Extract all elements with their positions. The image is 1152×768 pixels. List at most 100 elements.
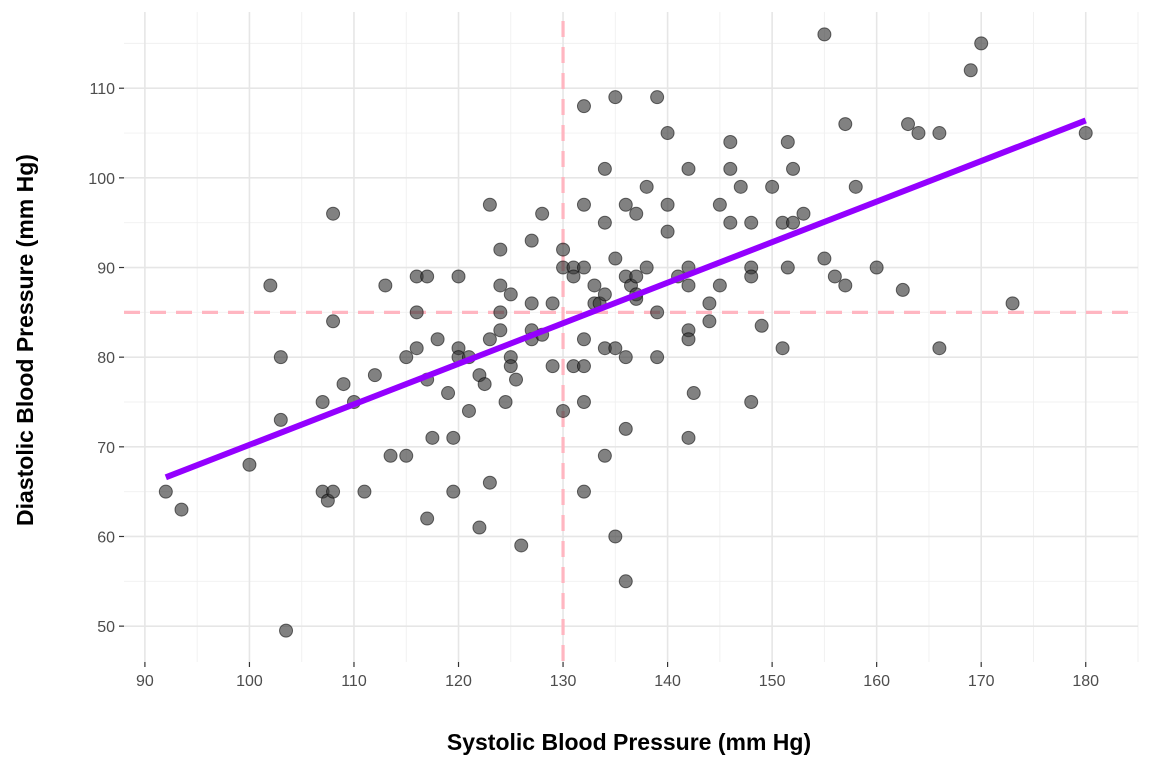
data-point (493, 323, 508, 338)
data-point (576, 99, 591, 114)
data-point (796, 206, 811, 221)
data-point (482, 475, 497, 490)
data-point (482, 332, 497, 347)
minor-gridlines (124, 12, 1139, 662)
data-point (932, 126, 947, 141)
data-points (158, 27, 1093, 638)
data-point (618, 421, 633, 436)
data-point (409, 341, 424, 356)
data-point (482, 197, 497, 212)
x-tick-label: 120 (445, 673, 472, 690)
data-point (702, 296, 717, 311)
data-point (451, 269, 466, 284)
data-point (702, 314, 717, 329)
data-point (629, 206, 644, 221)
data-point (524, 233, 539, 248)
data-point (576, 197, 591, 212)
data-point (608, 341, 623, 356)
data-point (430, 332, 445, 347)
data-point (597, 215, 612, 230)
data-point (838, 278, 853, 293)
y-tick-label: 60 (97, 529, 115, 546)
data-point (461, 403, 476, 418)
data-point (660, 197, 675, 212)
data-point (514, 538, 529, 553)
data-point (775, 341, 790, 356)
data-point (576, 359, 591, 374)
data-point (608, 529, 623, 544)
data-point (780, 260, 795, 275)
data-point (608, 90, 623, 105)
data-point (618, 574, 633, 589)
data-point (493, 242, 508, 257)
data-point (827, 269, 842, 284)
data-point (498, 395, 513, 409)
data-point (509, 372, 524, 387)
data-point (420, 511, 435, 526)
axis-ticks: 90 100 110 120 130 140 150 160 170 180 50 60 70 80 90 1… (88, 81, 1099, 690)
data-point (326, 484, 341, 499)
data-point (566, 269, 581, 284)
data-point (242, 457, 257, 472)
data-point (556, 403, 571, 418)
data-point (723, 135, 738, 149)
data-point (273, 350, 288, 365)
data-point (754, 318, 769, 333)
data-point (556, 242, 571, 257)
data-point (660, 224, 675, 239)
x-axis-title: Systolic Blood Pressure (mm Hg) (447, 729, 811, 755)
data-point (357, 484, 372, 499)
data-point (660, 126, 675, 141)
data-point (712, 197, 727, 212)
x-tick-label: 110 (341, 673, 367, 690)
data-point (618, 197, 633, 212)
data-point (378, 278, 393, 293)
y-tick-label: 110 (89, 81, 115, 98)
data-point (786, 215, 801, 230)
data-point (639, 260, 654, 275)
data-point (869, 260, 884, 275)
data-point (409, 305, 424, 320)
data-point (597, 448, 612, 463)
data-point (817, 251, 832, 266)
data-point (472, 520, 487, 535)
data-point (650, 90, 665, 105)
y-axis-title: Diastolic Blood Pressure (mm Hg) (12, 154, 38, 526)
data-point (618, 350, 633, 365)
x-tick-label: 90 (136, 673, 154, 690)
data-point (597, 287, 612, 302)
data-point (838, 117, 853, 132)
reference-lines (124, 20, 1138, 662)
data-point (545, 296, 560, 311)
data-point (681, 161, 696, 176)
data-point (383, 448, 398, 463)
data-point (901, 117, 916, 132)
data-point (681, 430, 696, 445)
data-point (493, 278, 508, 293)
data-point (263, 278, 278, 293)
data-point (744, 269, 759, 284)
data-point (629, 269, 644, 284)
data-point (848, 179, 863, 194)
data-point (326, 314, 341, 329)
x-tick-label: 130 (550, 673, 577, 690)
data-point (744, 215, 759, 230)
data-point (576, 332, 591, 347)
data-point (817, 27, 832, 42)
data-point (441, 386, 456, 401)
data-point (446, 484, 461, 499)
data-point (723, 161, 738, 176)
x-tick-label: 100 (236, 673, 263, 690)
data-point (744, 395, 759, 409)
data-point (895, 282, 910, 297)
data-point (686, 386, 701, 401)
data-point (503, 359, 518, 374)
data-point (681, 332, 696, 347)
y-tick-label: 80 (97, 350, 115, 367)
data-point (1078, 126, 1093, 141)
data-point (174, 502, 189, 517)
data-point (723, 215, 738, 230)
data-point (576, 484, 591, 499)
y-tick-label: 70 (97, 440, 115, 457)
data-point (420, 269, 435, 284)
